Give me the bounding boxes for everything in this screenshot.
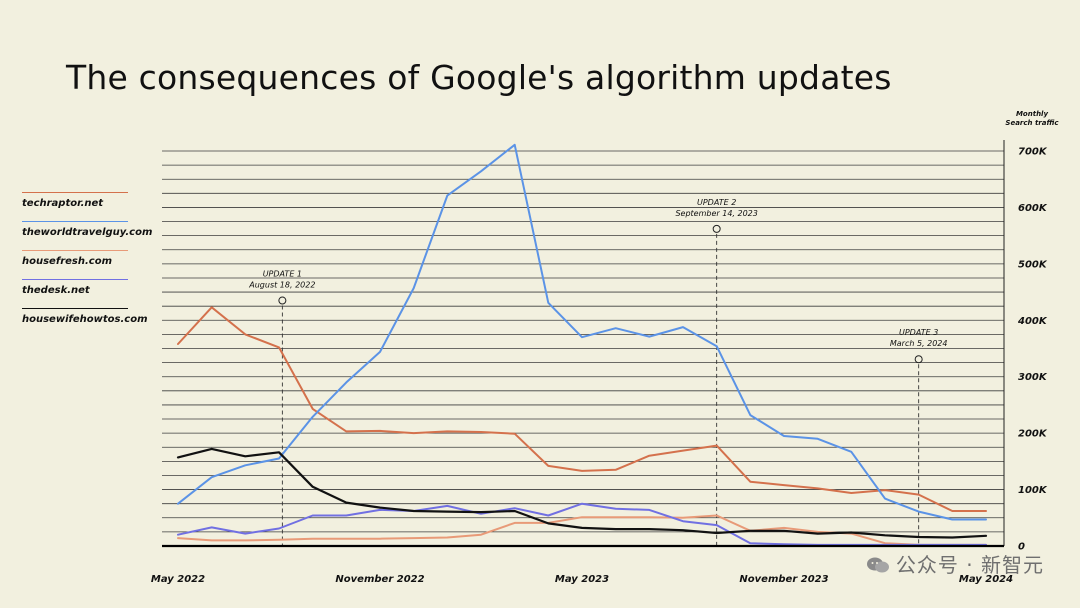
y-tick-label: 400K: [1017, 316, 1048, 327]
legend-swatch: [22, 192, 128, 193]
annotation-marker: [712, 224, 721, 233]
series-line-techraptor-net: [177, 306, 987, 512]
legend-swatch: [22, 308, 128, 309]
x-tick-label: May 2024: [959, 574, 1013, 585]
legend-label: techraptor.net: [22, 198, 104, 209]
legend-item-housewifehowtos: housewifehowtos.com: [22, 306, 162, 335]
y-tick-label: 200K: [1018, 429, 1048, 440]
legend-swatch: [22, 221, 128, 222]
legend-item-theworldtravelguy: theworldtravelguy.com: [22, 219, 162, 248]
y-tick-label: 600K: [1018, 203, 1048, 214]
series-line-housewifehowtos-com: [176, 447, 988, 539]
y-tick-label: 700K: [1018, 147, 1048, 158]
annotation-marker: [914, 355, 923, 364]
series-line-theworldtravelguy-com: [177, 143, 987, 521]
y-tick-label: 100K: [1018, 485, 1048, 496]
chart-title: The consequences of Google's algorithm u…: [66, 58, 892, 97]
y-tick-label: 500K: [1018, 259, 1048, 270]
legend-label: housefresh.com: [22, 256, 112, 267]
annotation-date: August 18, 2022: [248, 281, 315, 290]
annotation-label: UPDATE 3: [899, 328, 938, 337]
watermark: 公众号 · 新智元: [866, 549, 1044, 578]
annotation-date: March 5, 2024: [890, 339, 948, 348]
legend: techraptor.net theworldtravelguy.com hou…: [22, 190, 162, 335]
annotation-marker: [278, 296, 287, 305]
watermark-text: 公众号 · 新智元: [895, 553, 1044, 577]
wechat-icon: [866, 555, 890, 573]
y-axis-title: Monthly: [1016, 110, 1048, 118]
legend-label: housewifehowtos.com: [22, 314, 148, 325]
legend-swatch: [22, 250, 128, 251]
legend-item-thedesk: thedesk.net: [22, 277, 162, 306]
legend-item-techraptor: techraptor.net: [22, 190, 162, 219]
x-tick-label: May 2022: [151, 574, 205, 585]
legend-item-housefresh: housefresh.com: [22, 248, 162, 277]
x-tick-label: May 2023: [555, 574, 609, 585]
x-tick-label: November 2023: [739, 574, 828, 585]
annotation-date: September 14, 2023: [675, 209, 757, 218]
legend-label: theworldtravelguy.com: [22, 227, 153, 238]
annotation-label: UPDATE 2: [697, 198, 736, 207]
annotation-label: UPDATE 1: [263, 270, 302, 279]
y-tick-label: 300K: [1018, 372, 1048, 383]
x-tick-label: November 2022: [335, 574, 424, 585]
y-axis-title: Search traffic: [1005, 119, 1059, 127]
legend-swatch: [22, 279, 128, 280]
legend-label: thedesk.net: [22, 285, 90, 296]
y-tick-label: 0: [1018, 542, 1025, 553]
